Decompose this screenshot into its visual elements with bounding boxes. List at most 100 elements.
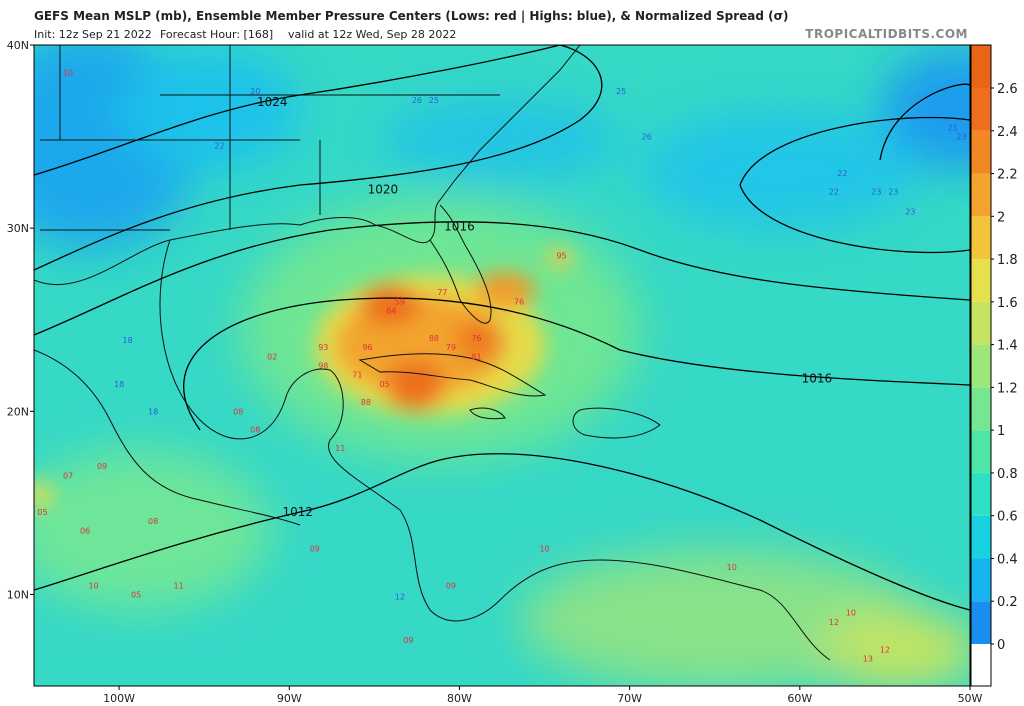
low-center: 11 — [174, 581, 184, 590]
colorbar-segment — [971, 601, 991, 644]
colorbar-segment — [971, 644, 991, 686]
low-center: 71 — [352, 371, 362, 380]
init-time: Init: 12z Sep 21 2022 — [34, 28, 152, 41]
high-center: 22 — [829, 188, 839, 197]
colorbar-segment — [971, 259, 991, 302]
low-center: 05 — [37, 508, 47, 517]
colorbar-tick-label: 1 — [997, 424, 1005, 439]
high-center: 18 — [148, 407, 158, 416]
isobar-label: 1016 — [802, 371, 833, 385]
low-center: 07 — [63, 471, 73, 480]
isobars — [34, 45, 970, 611]
low-center: 88 — [429, 334, 439, 343]
high-center: 18 — [114, 380, 124, 389]
low-center: 10 — [539, 545, 549, 554]
spread-shading — [34, 45, 970, 686]
low-center: 76 — [514, 297, 524, 306]
low-center: 09 — [310, 545, 320, 554]
lon-tick-label: 60W — [787, 692, 812, 705]
isobar-label: 1016 — [444, 219, 475, 233]
low-center: 05 — [379, 380, 389, 389]
colorbar-tick-label: 2 — [997, 210, 1005, 225]
lon-tick-label: 70W — [617, 692, 642, 705]
title: GEFS Mean MSLP (mb), Ensemble Member Pre… — [34, 9, 788, 23]
low-center: 09 — [403, 636, 413, 645]
colorbar-segment — [971, 472, 991, 516]
colorbar-frame-top — [970, 44, 992, 687]
low-center: 13 — [863, 655, 873, 664]
colorbar: 0 0.2 0.4 0.6 0.8 1 1.2 1.4 1.6 1.8 2 2.2 2.4 2.6 — [970, 44, 1018, 687]
colorbar-tick-label: 0.2 — [997, 595, 1018, 610]
colorbar-segment — [971, 216, 991, 260]
high-center: 22 — [214, 142, 224, 151]
colorbar-tick-label: 1.2 — [997, 381, 1018, 396]
isobar-labels: 1024 1020 1016 1016 1012 — [257, 95, 833, 519]
low-center: 08 — [233, 407, 243, 416]
colorbar-tick-label: 0.8 — [997, 467, 1018, 482]
low-center: 77 — [437, 288, 447, 297]
low-center: 79 — [446, 343, 456, 352]
low-center: 12 — [829, 618, 839, 627]
lat-tick-label: 40N — [7, 39, 29, 52]
low-center: 10 — [63, 68, 73, 77]
high-center: 12 — [395, 592, 405, 601]
colorbar-tick-label: 1.8 — [997, 253, 1018, 268]
low-center: 95 — [556, 252, 566, 261]
colorbar-segment — [971, 344, 991, 388]
low-center: 81 — [471, 352, 481, 361]
colorbar-segment — [971, 301, 991, 345]
colorbar-tick-label: 2.6 — [997, 82, 1018, 97]
high-center: 25 — [616, 87, 626, 96]
lat-tick-label: 20N — [7, 405, 29, 418]
isobar-label: 1020 — [368, 183, 399, 197]
low-center: 09 — [97, 462, 107, 471]
lon-tick-label: 90W — [277, 692, 302, 705]
lat-tick-label: 10N — [7, 588, 29, 601]
high-center: 26 — [642, 133, 652, 142]
lat-tick-label: 30N — [7, 222, 29, 235]
colorbar-segment — [971, 515, 991, 559]
low-center: 09 — [446, 581, 456, 590]
valid-time: valid at 12z Wed, Sep 28 2022 — [288, 28, 456, 41]
high-center: 23 — [905, 208, 915, 217]
low-center: 08 — [250, 426, 260, 435]
high-center: 26 — [412, 96, 422, 105]
lon-tick-label: 80W — [447, 692, 472, 705]
colorbar-tick-label: 1.6 — [997, 296, 1018, 311]
lon-tick-label: 100W — [103, 692, 135, 705]
lon-tick-label: 50W — [958, 692, 983, 705]
high-center: 21 — [948, 123, 958, 132]
colorbar-tick-label: 2.2 — [997, 168, 1018, 183]
colorbar-segment — [971, 430, 991, 473]
colorbar-tick-label: 0 — [997, 638, 1005, 653]
low-center: 59 — [395, 297, 405, 306]
colorbar-segment — [971, 130, 991, 174]
colorbar-tick-label: 1.4 — [997, 339, 1018, 354]
colorbar-segment — [971, 387, 991, 431]
forecast-hour: Forecast Hour: [168] — [160, 28, 273, 41]
high-center: 23 — [956, 133, 966, 142]
isobar-label: 1012 — [283, 505, 314, 519]
low-center: 12 — [880, 645, 890, 654]
colorbar-segment — [971, 173, 991, 217]
high-center: 23 — [888, 188, 898, 197]
low-center: 10 — [846, 609, 856, 618]
low-center: 93 — [318, 343, 328, 352]
isobar-label: 1024 — [257, 95, 288, 109]
low-center: 88 — [361, 398, 371, 407]
high-center: 22 — [837, 169, 847, 178]
low-center: 96 — [362, 343, 372, 352]
low-center: 76 — [471, 334, 481, 343]
low-center: 02 — [267, 352, 277, 361]
map-frame — [33, 44, 971, 687]
colorbar-tick-label: 2.4 — [997, 125, 1018, 140]
coastlines — [34, 45, 831, 661]
high-center: 20 — [250, 87, 260, 96]
low-center: 06 — [80, 526, 90, 535]
low-center: 10 — [727, 563, 737, 572]
low-center: 98 — [318, 362, 328, 371]
low-center: 10 — [88, 581, 98, 590]
